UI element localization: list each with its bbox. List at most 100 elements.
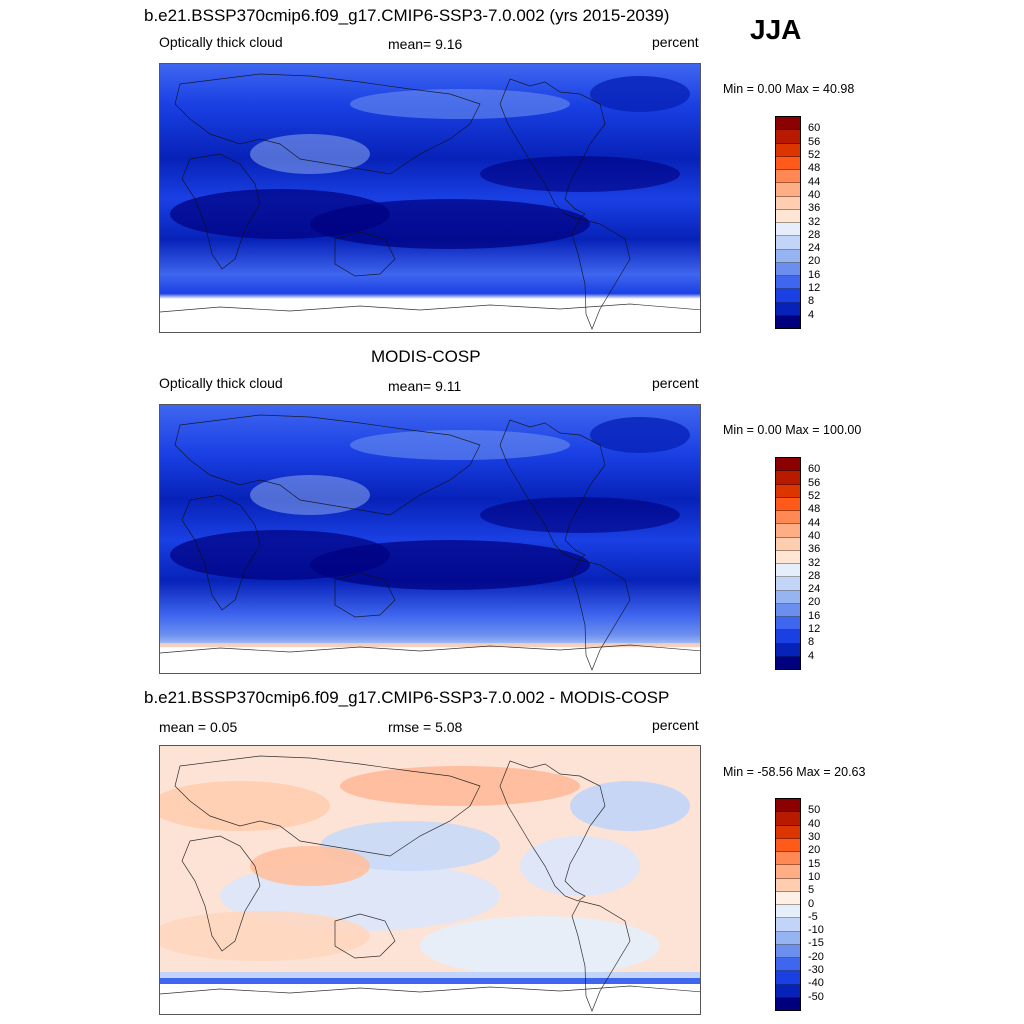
colorbar-tick-label: 60 [808, 122, 821, 135]
colorbar-tick-label: -5 [808, 910, 818, 923]
colorbar-tick-label: 4 [808, 649, 815, 662]
min-max-label: Min = 0.00 Max = 40.98 [723, 82, 855, 96]
colorbar-tick-label: 28 [808, 569, 821, 582]
colorbar-tick-label: 48 [808, 162, 821, 175]
colorbar-swatch [776, 825, 800, 839]
colorbar-tick-label: 40 [808, 529, 821, 542]
mean-label: mean = 0.05 [159, 719, 238, 735]
colorbar-swatch [776, 931, 800, 945]
colorbar-swatch [776, 603, 800, 617]
colorbar-swatch [776, 838, 800, 852]
colorbar-tick-label: 44 [808, 175, 821, 188]
colorbar-swatch [776, 918, 800, 932]
colorbar-swatch [776, 524, 800, 538]
colorbar-tick-label: 20 [808, 844, 821, 857]
map-obs [159, 404, 701, 674]
colorbar-tick-label: 12 [808, 282, 821, 295]
colorbar-swatch [776, 117, 800, 131]
colorbar-swatch [776, 289, 800, 303]
colorbar-tick-label: -50 [808, 990, 824, 1003]
colorbar-tick-label: 20 [808, 596, 821, 609]
colorbar-tick-label: 56 [808, 476, 821, 489]
colorbar-tick-label: 56 [808, 135, 821, 148]
colorbar-tick-label: 28 [808, 228, 821, 241]
units-label: percent [652, 34, 699, 50]
colorbar-tick-label: 40 [808, 188, 821, 201]
colorbar-tick-label: -30 [808, 964, 824, 977]
colorbar-tick-label: 24 [808, 583, 821, 596]
colorbar-swatch [776, 997, 800, 1010]
colorbar-tick-label: 44 [808, 516, 821, 529]
variable-label: Optically thick cloud [159, 34, 283, 50]
map-diff [159, 745, 701, 1015]
units-label: percent [652, 375, 699, 391]
colorbar-swatch [776, 236, 800, 250]
colorbar-tick-label: 32 [808, 215, 821, 228]
colorbar-swatch [776, 484, 800, 498]
colorbar-tick-label: 8 [808, 636, 815, 649]
colorbar-swatch [776, 196, 800, 210]
map-canvas [160, 64, 700, 332]
colorbar-swatch [776, 156, 800, 170]
colorbar-swatch [776, 209, 800, 223]
map-model [159, 63, 701, 333]
colorbar-swatch [776, 944, 800, 958]
min-max-label: Min = -58.56 Max = 20.63 [723, 765, 866, 779]
colorbar-tick-label: 0 [808, 897, 815, 910]
colorbar-swatch [776, 130, 800, 144]
colorbar-tick-label: 20 [808, 255, 821, 268]
colorbar-swatch [776, 852, 800, 866]
colorbar-swatch [776, 497, 800, 511]
colorbar-tick-label: 30 [808, 830, 821, 843]
colorbar-tick-label: 60 [808, 463, 821, 476]
colorbar-swatch [776, 984, 800, 998]
colorbar-swatch [776, 656, 800, 669]
colorbar-swatch [776, 958, 800, 972]
colorbar-swatch [776, 550, 800, 564]
colorbar-swatch [776, 630, 800, 644]
colorbar-swatch [776, 865, 800, 879]
colorbar-swatch [776, 315, 800, 328]
colorbar-swatch [776, 799, 800, 813]
colorbar-swatch [776, 458, 800, 472]
colorbar-swatch [776, 249, 800, 263]
map-canvas [160, 746, 700, 1014]
colorbar-tick-label: -20 [808, 950, 824, 963]
colorbar-swatch [776, 590, 800, 604]
colorbar [775, 457, 801, 670]
colorbar-tick-label: 50 [808, 804, 821, 817]
colorbar-swatch [776, 891, 800, 905]
colorbar [775, 798, 801, 1011]
colorbar-tick-label: 52 [808, 489, 821, 502]
mean-label: mean= 9.16 [388, 36, 463, 52]
colorbar-tick-label: -10 [808, 924, 824, 937]
colorbar-swatch [776, 643, 800, 657]
colorbar-tick-label: 12 [808, 623, 821, 636]
colorbar-tick-label: 16 [808, 609, 821, 622]
colorbar [775, 116, 801, 329]
panel-title: b.e21.BSSP370cmip6.f09_g17.CMIP6-SSP3-7.… [144, 688, 670, 707]
map-canvas [160, 405, 700, 673]
colorbar-tick-label: 5 [808, 884, 815, 897]
colorbar-swatch [776, 262, 800, 276]
colorbar-swatch [776, 170, 800, 184]
colorbar-tick-label: 36 [808, 202, 821, 215]
variable-label: Optically thick cloud [159, 375, 283, 391]
colorbar-swatch [776, 617, 800, 631]
colorbar-swatch [776, 223, 800, 237]
colorbar-swatch [776, 564, 800, 578]
colorbar-tick-label: 40 [808, 817, 821, 830]
colorbar-tick-label: 24 [808, 242, 821, 255]
panel-title: MODIS-COSP [371, 347, 481, 366]
colorbar-swatch [776, 905, 800, 919]
colorbar-tick-label: 16 [808, 268, 821, 281]
colorbar-swatch [776, 812, 800, 826]
colorbar-swatch [776, 183, 800, 197]
colorbar-swatch [776, 971, 800, 985]
colorbar-tick-label: 32 [808, 556, 821, 569]
colorbar-tick-label: 52 [808, 148, 821, 161]
colorbar-swatch [776, 511, 800, 525]
colorbar-tick-label: -15 [808, 937, 824, 950]
colorbar-tick-label: 15 [808, 857, 821, 870]
colorbar-tick-label: 4 [808, 308, 815, 321]
